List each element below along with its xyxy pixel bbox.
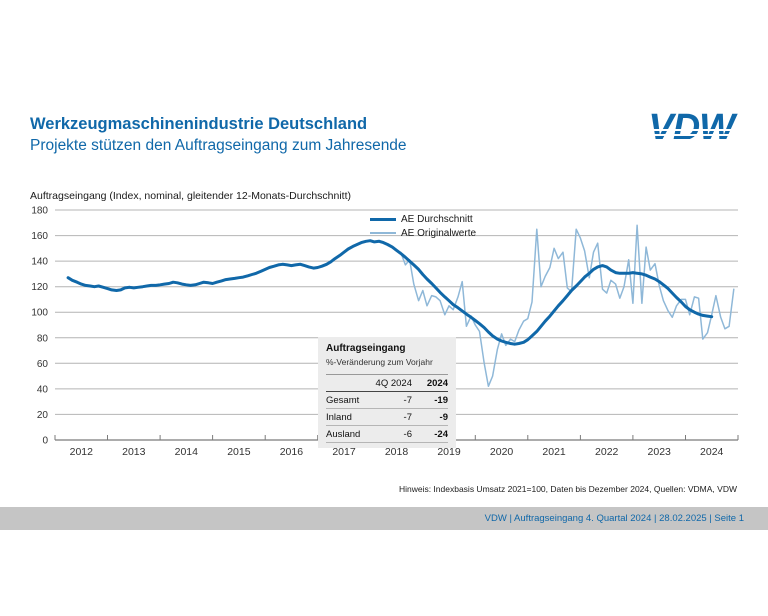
y-axis-tick-label: 180 <box>31 206 48 217</box>
y-axis-tick-label: 160 <box>31 231 48 242</box>
x-axis-tick-label: 2014 <box>175 446 199 458</box>
table-row-ausland: Ausland -6 -24 <box>326 426 448 443</box>
footer-text: VDW | Auftragseingang 4. Quartal 2024 | … <box>484 513 744 524</box>
legend-item-durchschnitt: AE Durchschnitt <box>370 212 476 226</box>
x-axis-tick-label: 2012 <box>70 446 94 458</box>
y-axis-tick-label: 140 <box>31 257 48 268</box>
table-cell-label: Inland <box>326 411 352 423</box>
table-row-gesamt: Gesamt -7 -19 <box>326 392 448 409</box>
page-title: Werkzeugmaschinenindustrie Deutschland <box>30 115 368 133</box>
x-axis-tick-label: 2016 <box>280 446 304 458</box>
vdw-logo-text: VDW <box>648 107 735 149</box>
legend-line-swatch-durchschnitt <box>370 217 396 221</box>
y-axis-tick-label: 80 <box>37 333 49 344</box>
footer-bar: VDW | Auftragseingang 4. Quartal 2024 | … <box>0 507 768 530</box>
table-subtitle: %-Veränderung zum Vorjahr <box>326 357 433 367</box>
table-cell-year: -19 <box>434 394 448 406</box>
table-cell-4q: -7 <box>403 394 412 406</box>
legend-label-durchschnitt: AE Durchschnitt <box>401 213 473 225</box>
x-axis-tick-label: 2015 <box>227 446 251 458</box>
table-cell-label: Ausland <box>326 428 361 440</box>
legend-item-originalwerte: AE Originalwerte <box>370 226 476 240</box>
x-axis-tick-label: 2020 <box>490 446 514 458</box>
table-title: Auftragseingang <box>326 343 406 354</box>
header: Werkzeugmaschinenindustrie Deutschland P… <box>30 114 407 156</box>
x-axis-tick-label: 2022 <box>595 446 619 458</box>
chart-axis-title: Auftragseingang (Index, nominal, gleiten… <box>30 190 352 202</box>
series-line-ae-originalwerte <box>399 224 735 388</box>
x-axis-tick-label: 2018 <box>385 446 409 458</box>
table-header-row: 4Q 2024 2024 <box>326 374 448 392</box>
table-row-inland: Inland -7 -9 <box>326 409 448 426</box>
chart-legend: AE Durchschnitt AE Originalwerte <box>370 212 476 240</box>
series-line-ae-durchschnitt <box>66 239 714 346</box>
x-axis-tick-label: 2024 <box>700 446 724 458</box>
table-header-rowlabel <box>326 378 364 389</box>
table-cell-year: -9 <box>439 411 448 423</box>
y-axis-tick-label: 0 <box>42 436 48 447</box>
footnote: Hinweis: Indexbasis Umsatz 2021=100, Dat… <box>398 484 737 494</box>
table-header-2024: 2024 <box>426 377 448 389</box>
data-table: Auftragseingang %-Veränderung zum Vorjah… <box>318 337 456 448</box>
page-subtitle: Projekte stützen den Auftragseingang zum… <box>30 137 407 154</box>
table-header-4q2024: 4Q 2024 <box>375 377 412 389</box>
y-axis-tick-label: 120 <box>31 282 48 293</box>
x-axis-tick-label: 2013 <box>122 446 146 458</box>
legend-line-swatch-originalwerte <box>370 232 396 234</box>
table-cell-4q: -6 <box>403 428 412 440</box>
y-axis-tick-label: 20 <box>37 410 49 421</box>
table-cell-year: -24 <box>434 428 448 440</box>
x-axis-tick-label: 2023 <box>648 446 672 458</box>
x-axis-tick-label: 2021 <box>542 446 566 458</box>
table-cell-4q: -7 <box>403 411 412 423</box>
x-axis-tick-label: 2017 <box>332 446 356 458</box>
x-axis-tick-label: 2019 <box>437 446 461 458</box>
table-cell-label: Gesamt <box>326 394 360 406</box>
y-axis-tick-label: 60 <box>37 359 49 370</box>
y-axis-tick-label: 40 <box>37 384 49 395</box>
legend-label-originalwerte: AE Originalwerte <box>401 227 477 239</box>
y-axis-tick-label: 100 <box>31 308 48 319</box>
vdw-logo: VDW <box>630 107 738 149</box>
